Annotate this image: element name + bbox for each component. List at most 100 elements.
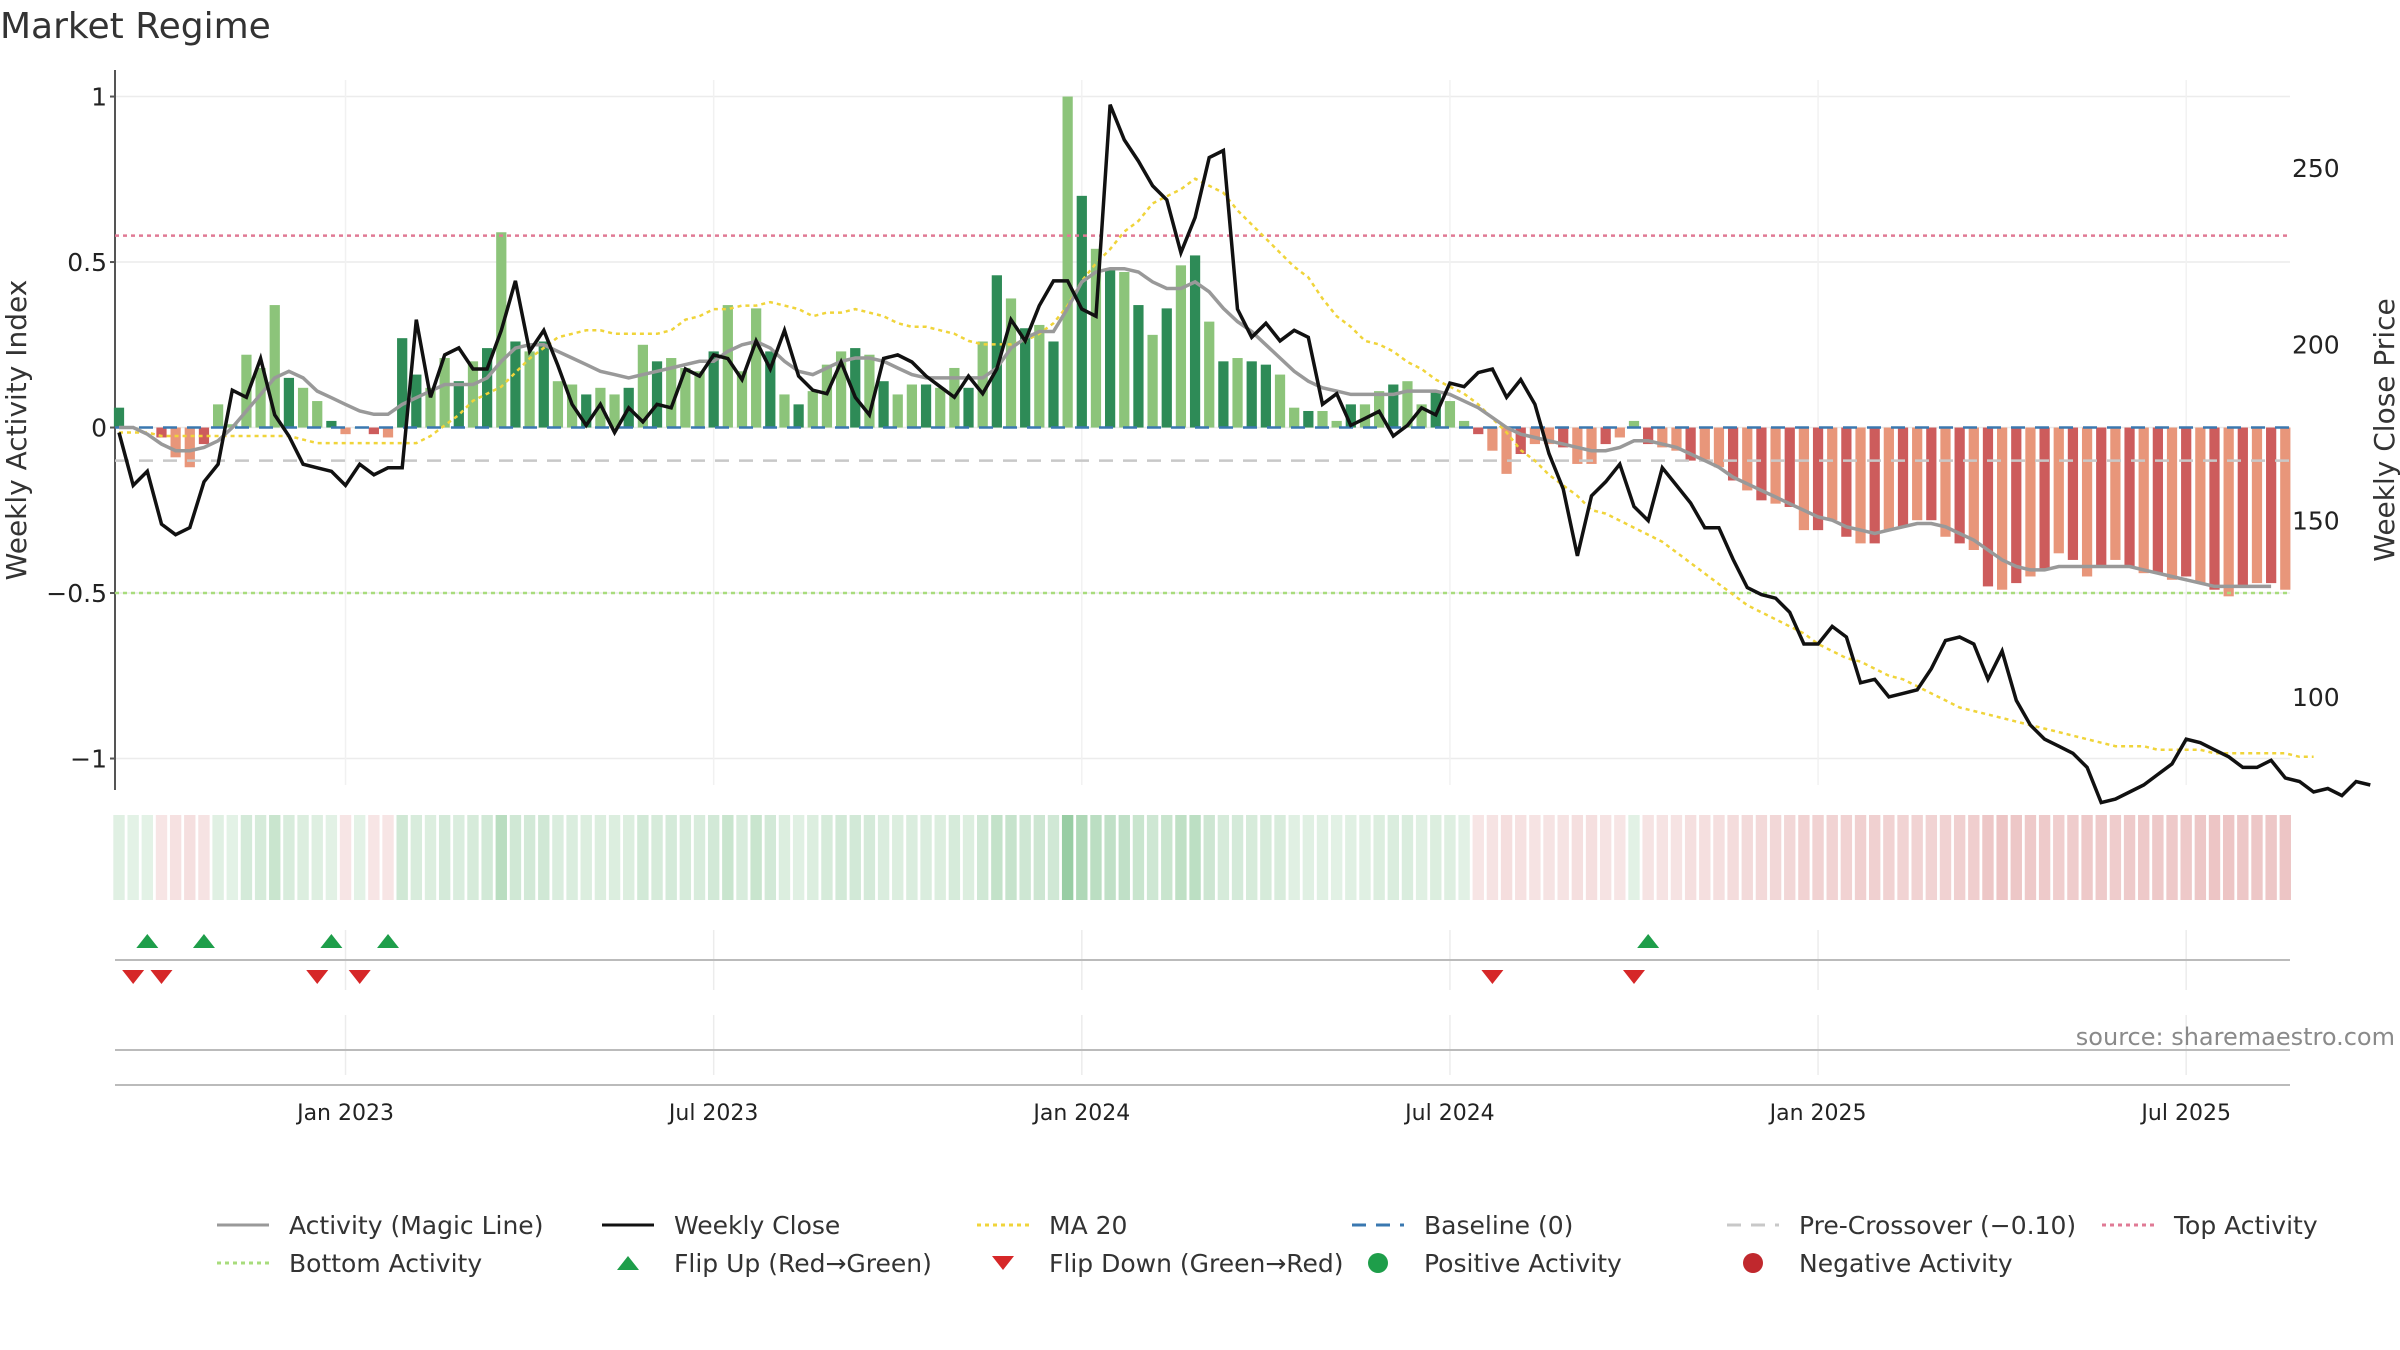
- heat-cell: [467, 815, 479, 900]
- legend-item: Top Activity: [2100, 1208, 2318, 1242]
- activity-bar: [184, 427, 195, 468]
- heat-cell: [368, 815, 380, 900]
- activity-bar: [1402, 381, 1413, 428]
- activity-bar: [1841, 427, 1852, 537]
- heat-cell: [2166, 815, 2178, 900]
- heat-cell: [1500, 815, 1513, 900]
- heat-cell: [325, 815, 338, 900]
- heat-cell: [2194, 815, 2207, 900]
- activity-bar: [666, 358, 677, 428]
- activity-bar: [1161, 308, 1172, 428]
- heat-cell: [1274, 815, 1286, 900]
- activity-bar: [1274, 374, 1286, 428]
- activity-bar: [878, 381, 889, 428]
- flip-down-marker: [150, 970, 173, 984]
- heat-cell: [1614, 815, 1626, 900]
- heat-cell: [1968, 815, 1980, 900]
- x-tick-label: Jul 2024: [1403, 1101, 1495, 1126]
- axes: [114, 70, 2290, 1086]
- heat-cell: [1642, 815, 1654, 900]
- heat-cell: [354, 815, 366, 900]
- legend-item: Weekly Close: [600, 1208, 840, 1242]
- heat-cell: [948, 815, 961, 900]
- heat-cell: [1373, 815, 1385, 900]
- weekly-close-line: [117, 104, 2371, 805]
- activity-bar: [1614, 427, 1625, 438]
- heat-cell: [1798, 815, 1810, 900]
- heat-cell: [523, 815, 536, 900]
- tick-labels: 1 0.5 0 −0.5 −1 250 200 150 100 Jan 2023 Jul 2023 J…: [46, 83, 2339, 1126]
- heat-cell: [1982, 815, 1994, 900]
- flip-markers: [122, 934, 1660, 984]
- activity-bar: [2067, 427, 2079, 560]
- activity-bar: [2223, 427, 2234, 597]
- legend-item: Positive Activity: [1350, 1246, 1622, 1280]
- heat-cell: [1076, 815, 1088, 900]
- activity-bar: [156, 427, 167, 438]
- heat-cell: [750, 815, 762, 900]
- legend-swatch: [2102, 1223, 2154, 1227]
- heat-cell: [2208, 815, 2221, 900]
- activity-bar: [1968, 427, 1979, 550]
- heat-cell: [1784, 815, 1796, 900]
- heat-cell: [1118, 815, 1130, 900]
- heat-cell: [1925, 815, 1938, 900]
- heat-cell: [552, 815, 564, 900]
- activity-bar: [2181, 427, 2192, 577]
- x-tick-label: Jul 2025: [2139, 1101, 2231, 1126]
- heat-cell: [1557, 815, 1569, 900]
- legend-label: Activity (Magic Line): [289, 1210, 544, 1240]
- activity-bar: [1501, 427, 1512, 474]
- activity-bar: [297, 387, 309, 428]
- heat-cell: [1628, 815, 1640, 900]
- heat-cell: [792, 815, 805, 900]
- heat-cell: [226, 815, 238, 900]
- legend-swatch: [1368, 1253, 1388, 1273]
- activity-bar: [1628, 420, 1640, 428]
- heat-cell: [141, 815, 154, 900]
- heat-cell: [1415, 815, 1428, 900]
- x-tick-label: Jan 2024: [1031, 1101, 1130, 1126]
- heat-cell: [283, 815, 295, 900]
- activity-bar: [1062, 96, 1073, 428]
- legend-swatch: [217, 1261, 269, 1265]
- activity-bar: [1643, 427, 1654, 445]
- activity-bar: [326, 420, 337, 428]
- legend-swatch: [1352, 1223, 1404, 1227]
- activity-bar: [1855, 427, 1866, 544]
- heat-cell: [1571, 815, 1584, 900]
- activity-bar: [1090, 248, 1102, 428]
- activity-bar: [1444, 401, 1456, 428]
- activity-bar: [1756, 427, 1767, 501]
- activity-bar: [2251, 427, 2263, 584]
- heat-cell: [1330, 815, 1343, 900]
- heat-cell: [892, 815, 904, 900]
- heat-cell: [1543, 815, 1555, 900]
- activity-bar: [482, 348, 493, 428]
- heat-cell: [1684, 815, 1697, 900]
- activity-bar: [1430, 391, 1441, 428]
- series-lines: [117, 104, 2371, 805]
- x-tick-label: Jan 2023: [295, 1101, 394, 1126]
- legend-label: Positive Activity: [1424, 1248, 1622, 1278]
- flip-up-marker: [192, 934, 215, 948]
- activity-bar: [1543, 427, 1555, 445]
- heat-cell: [1175, 815, 1187, 900]
- heat-cell: [637, 815, 649, 900]
- activity-bar: [1657, 427, 1668, 448]
- activity-bar: [1869, 427, 1880, 544]
- activity-bar: [340, 427, 351, 435]
- heat-cell: [1260, 815, 1272, 900]
- heat-cell: [2180, 815, 2192, 900]
- heat-cell: [1458, 815, 1470, 900]
- activity-bar: [411, 374, 422, 428]
- right-tick-label: 200: [2292, 330, 2340, 359]
- x-tick-label: Jan 2025: [1768, 1101, 1867, 1126]
- heat-cell: [481, 815, 493, 900]
- right-tick-label: 250: [2292, 154, 2340, 183]
- legend-item: Bottom Activity: [215, 1246, 482, 1280]
- activity-bar: [722, 305, 733, 428]
- heat-cell: [1897, 815, 1909, 900]
- legend-swatch: [1727, 1223, 1779, 1227]
- heat-cell: [1812, 815, 1824, 900]
